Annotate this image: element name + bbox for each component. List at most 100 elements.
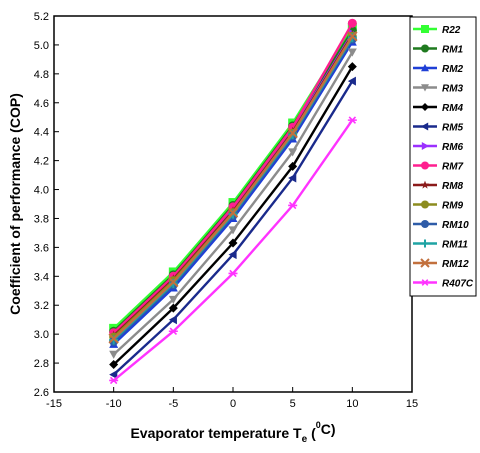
series-rm6 [110, 28, 357, 339]
legend-item-r407c: R407C [413, 279, 474, 290]
series-rm8 [109, 29, 357, 340]
series-line [112, 26, 354, 330]
legend-marker [421, 44, 429, 53]
data-point [347, 116, 357, 124]
data-point [109, 350, 119, 359]
series-rm7 [109, 18, 357, 338]
y-tick-label: 2.8 [34, 358, 49, 370]
legend-item-rm5: RM5 [413, 122, 464, 134]
data-point [168, 327, 178, 335]
legend-label: RM2 [442, 64, 464, 75]
series-line [112, 35, 354, 338]
x-tick-label: 5 [290, 398, 296, 410]
series-line [112, 22, 354, 334]
series-rm12 [108, 31, 358, 344]
data-point [288, 201, 298, 210]
series-layer [108, 18, 358, 385]
y-axis-label: Coefficient of performance (COP) [7, 93, 23, 315]
legend-marker [421, 122, 429, 131]
series-line [112, 29, 354, 333]
legend-marker [421, 200, 429, 209]
y-tick-label: 4.0 [34, 185, 49, 197]
series-line [112, 34, 354, 337]
y-tick-label: 4.6 [34, 98, 49, 110]
legend-label: RM12 [442, 259, 469, 270]
data-point [228, 250, 237, 260]
legend-marker [421, 103, 429, 111]
data-point [228, 269, 238, 278]
y-tick-label: 3.4 [34, 271, 49, 283]
x-tick-label: 15 [406, 398, 418, 410]
legend-item-rm7: RM7 [413, 161, 464, 173]
legend-item-rm6: RM6 [413, 142, 464, 153]
series-line [112, 32, 354, 336]
legend-label: RM6 [442, 142, 464, 153]
legend-label: RM10 [442, 220, 469, 231]
data-point [109, 370, 118, 380]
legend-item-rm12: RM12 [413, 258, 469, 270]
legend-marker [421, 220, 429, 228]
x-axis-label: Evaporator temperature Te (0C) [130, 420, 335, 445]
legend-label: RM1 [442, 45, 464, 56]
data-point [168, 276, 179, 288]
series-rm1 [109, 25, 357, 336]
legend-marker [420, 180, 430, 189]
data-point [109, 360, 119, 370]
data-point [168, 295, 178, 304]
data-point [347, 76, 356, 86]
data-point [108, 333, 119, 344]
series-rm3 [109, 48, 357, 359]
legend-marker [420, 258, 430, 268]
data-point [228, 238, 238, 248]
data-point [288, 161, 298, 171]
tick-labels: -15 -10 -5 0 5 10 15 2.6 2.8 3.0 3.2 3.4 3.6 3.8 4.0 4.… [34, 11, 418, 410]
legend-label: R22 [442, 25, 461, 36]
data-point [347, 18, 357, 28]
legend-marker [421, 64, 429, 72]
series-rm5 [109, 76, 356, 380]
x-tick-label: 0 [230, 398, 236, 410]
y-tick-label: 4.2 [34, 156, 49, 168]
x-tick-label: -15 [46, 398, 62, 410]
series-r22 [109, 23, 357, 333]
legend-label: RM4 [442, 103, 464, 114]
data-point [227, 207, 239, 218]
legend-marker [421, 142, 429, 150]
y-tick-label: 3.2 [34, 300, 49, 312]
legend-marker [421, 239, 429, 248]
legend-marker [421, 279, 429, 286]
legend-item-rm2: RM2 [413, 64, 464, 75]
legend-label: RM7 [442, 162, 464, 173]
legend-item-rm10: RM10 [413, 220, 469, 231]
legend-marker [421, 25, 429, 33]
legend-item-rm9: RM9 [413, 200, 464, 212]
data-point [347, 31, 358, 42]
legend-item-rm11: RM11 [413, 239, 468, 251]
y-tick-label: 3.6 [34, 242, 49, 254]
x-tick-label: 10 [346, 398, 358, 410]
y-tick-label: 4.4 [34, 127, 49, 139]
legend-label: RM8 [442, 181, 464, 192]
legend-item-rm4: RM4 [413, 103, 464, 114]
x-tick-label: -10 [106, 398, 122, 410]
legend-item-r22: R22 [413, 25, 461, 36]
series-rm4 [109, 62, 357, 370]
legend-item-rm8: RM8 [413, 180, 464, 192]
x-tick-label: -5 [168, 398, 178, 410]
legend-box [409, 16, 477, 297]
legend-label: RM9 [442, 201, 464, 212]
legend-item-rm1: RM1 [413, 44, 464, 56]
y-tick-label: 4.8 [34, 69, 49, 81]
data-point [347, 48, 357, 57]
legend-marker [421, 84, 429, 92]
legend-label: R407C [442, 279, 474, 290]
data-point [347, 62, 357, 72]
y-tick-label: 2.6 [34, 387, 49, 399]
data-point [168, 303, 178, 313]
data-point [288, 173, 297, 183]
data-point [109, 376, 119, 385]
y-tick-label: 3.0 [34, 329, 49, 341]
legend-label: RM3 [442, 84, 464, 95]
legend: R22 RM1 RM2 RM3 RM4 RM5 RM6 RM7 RM8 RM9 RM10 RM11 RM… [409, 16, 477, 297]
